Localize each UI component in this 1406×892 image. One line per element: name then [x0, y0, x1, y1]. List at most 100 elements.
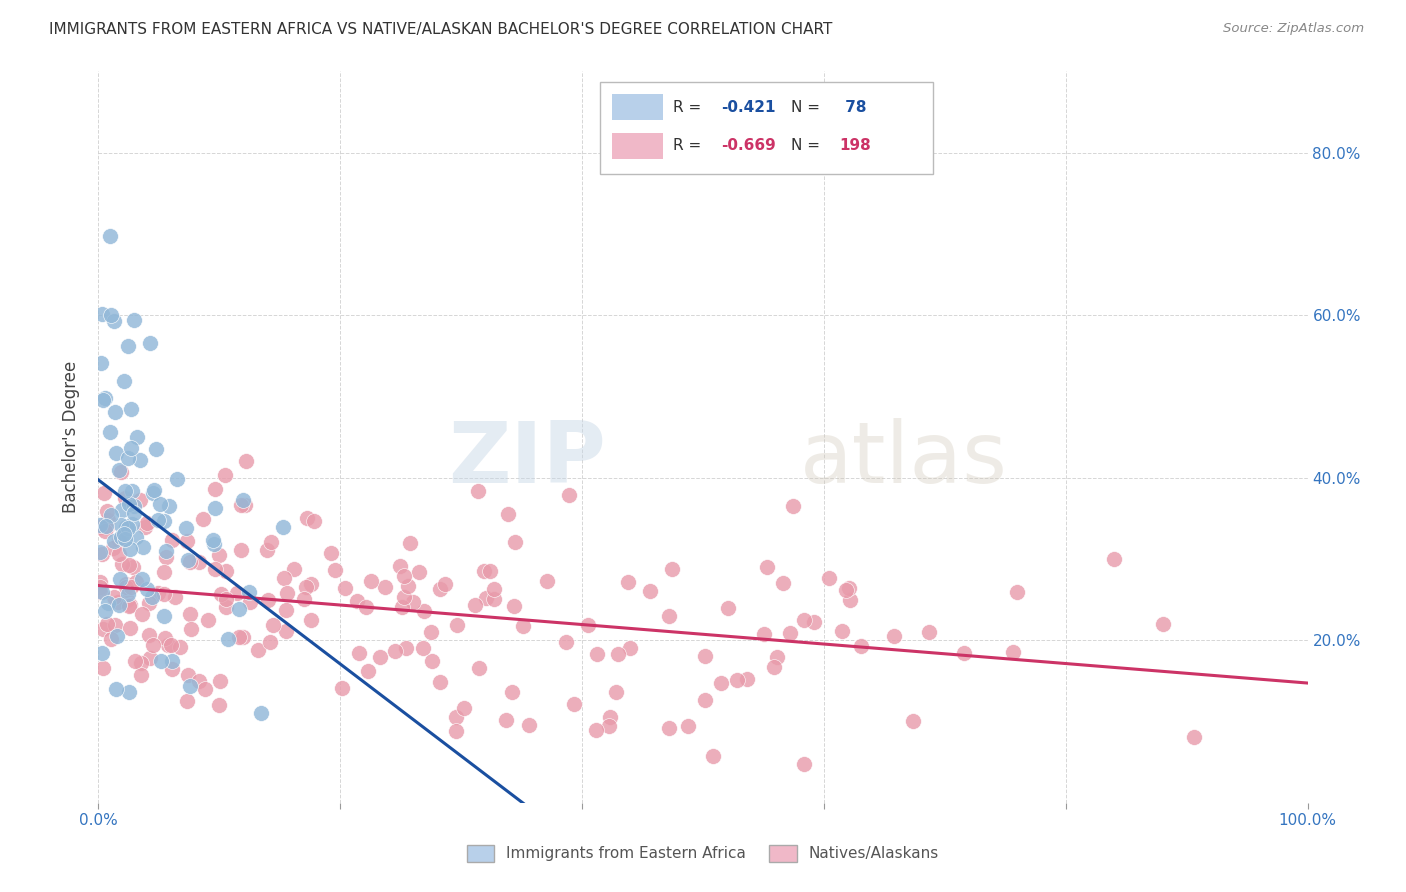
Point [1182, 730, 1205, 744]
Point [197, 613, 219, 627]
Text: N =: N = [792, 138, 825, 153]
Point [475, 591, 498, 606]
Point [918, 624, 941, 639]
Point [91, 307, 114, 321]
Point [108, 533, 131, 547]
Point [214, 467, 236, 482]
Point [444, 723, 467, 738]
Point [121, 483, 143, 498]
Point [129, 493, 152, 508]
Point [153, 608, 176, 623]
Point [114, 533, 136, 547]
Point [103, 591, 125, 605]
Point [402, 595, 425, 609]
Point [391, 600, 413, 615]
Point [793, 613, 815, 627]
Point [169, 640, 191, 654]
Point [215, 600, 238, 615]
Point [162, 533, 184, 547]
Point [468, 661, 491, 675]
Point [302, 514, 325, 528]
Point [346, 593, 368, 607]
Point [228, 602, 250, 616]
Point [396, 579, 419, 593]
Point [89, 545, 111, 559]
Point [495, 713, 517, 727]
Point [231, 498, 253, 512]
Point [214, 564, 236, 578]
Point [96, 504, 118, 518]
Point [215, 592, 238, 607]
Point [118, 685, 141, 699]
Point [478, 564, 501, 578]
Point [93, 486, 115, 500]
Point [606, 648, 628, 662]
Point [122, 499, 145, 513]
Point [176, 533, 198, 548]
Point [89, 518, 111, 533]
Point [100, 308, 122, 322]
Text: R =: R = [672, 138, 706, 153]
Point [274, 624, 297, 638]
Point [389, 559, 412, 574]
Point [208, 548, 231, 562]
Point [319, 546, 342, 560]
Point [160, 654, 183, 668]
Point [91, 547, 114, 561]
Point [118, 542, 141, 557]
Point [149, 497, 172, 511]
Point [131, 572, 153, 586]
Point [558, 488, 581, 502]
Point [179, 607, 201, 622]
Point [503, 599, 526, 613]
Point [299, 577, 322, 591]
Point [122, 313, 145, 327]
Point [110, 517, 132, 532]
Text: ZIP: ZIP [449, 417, 606, 500]
Point [128, 452, 150, 467]
Point [273, 571, 295, 585]
Point [598, 719, 620, 733]
Point [110, 573, 132, 587]
Point [156, 639, 179, 653]
Point [392, 568, 415, 582]
Point [472, 564, 495, 578]
Text: IMMIGRANTS FROM EASTERN AFRICA VS NATIVE/ALASKAN BACHELOR'S DEGREE CORRELATION C: IMMIGRANTS FROM EASTERN AFRICA VS NATIVE… [49, 22, 832, 37]
Point [132, 540, 155, 554]
Point [709, 676, 731, 690]
Point [831, 624, 853, 638]
Point [838, 581, 860, 595]
Point [103, 541, 125, 556]
Point [160, 638, 183, 652]
Point [124, 655, 146, 669]
Point [125, 430, 148, 444]
Point [98, 425, 121, 439]
Point [139, 335, 162, 350]
Point [257, 593, 280, 607]
Point [717, 600, 740, 615]
Y-axis label: Bachelor's Degree: Bachelor's Degree [62, 361, 80, 513]
Point [354, 600, 377, 615]
Point [1102, 551, 1125, 566]
Point [201, 533, 224, 548]
Text: 198: 198 [839, 138, 872, 153]
Point [752, 627, 775, 641]
Point [204, 482, 226, 496]
Point [420, 654, 443, 668]
Point [176, 668, 198, 682]
Point [114, 491, 136, 505]
Point [155, 549, 177, 564]
Point [115, 593, 138, 607]
Point [107, 547, 129, 561]
Point [193, 512, 215, 526]
Point [817, 571, 839, 585]
Point [89, 581, 111, 595]
Point [271, 519, 294, 533]
Point [136, 582, 159, 596]
Point [239, 595, 262, 609]
Point [108, 463, 131, 477]
Point [357, 664, 380, 678]
Point [276, 586, 298, 600]
Point [762, 660, 785, 674]
Point [332, 681, 354, 695]
